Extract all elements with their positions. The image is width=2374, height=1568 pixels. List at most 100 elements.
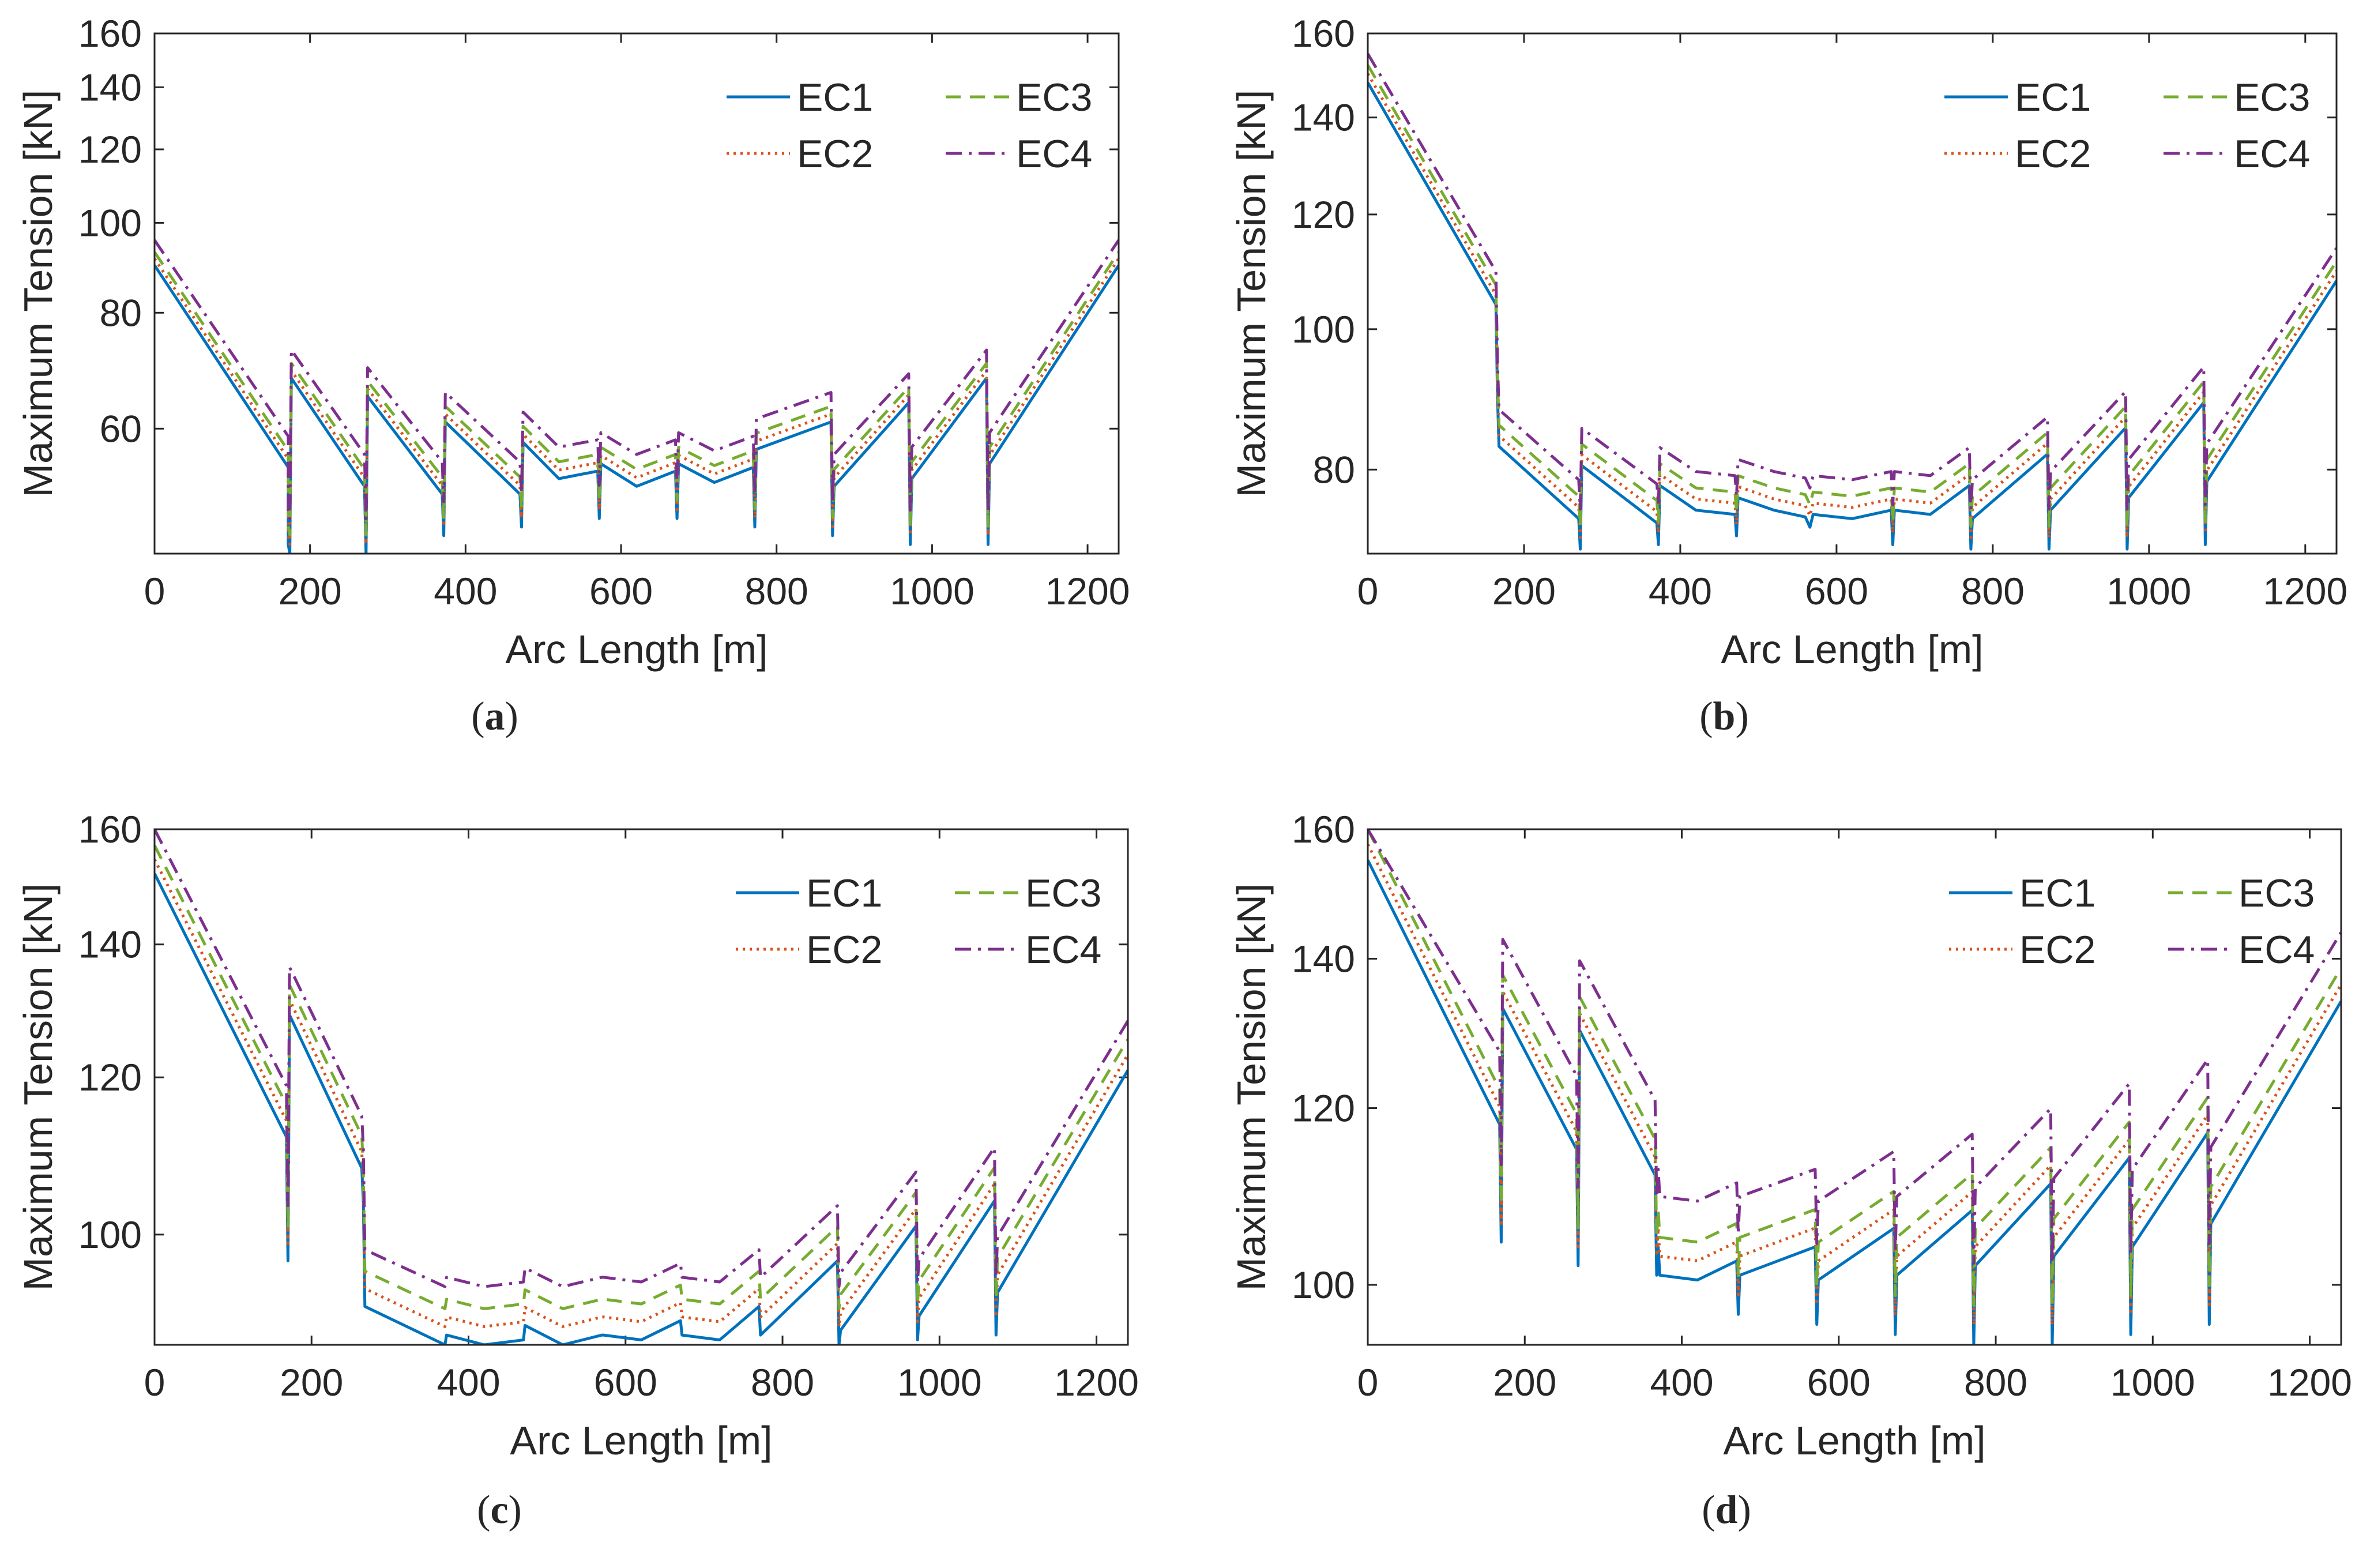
y-tick-label: 100: [78, 1213, 142, 1256]
legend-label-ec2: EC2: [797, 132, 873, 176]
caption-letter: a: [485, 694, 505, 739]
y-tick-label: 160: [1292, 12, 1355, 55]
x-tick-label: 600: [594, 1361, 657, 1404]
x-tick-label: 1000: [2106, 570, 2191, 612]
series-group: [1368, 829, 2341, 1345]
series-group: [155, 239, 1119, 554]
legend-label-ec2: EC2: [806, 928, 882, 972]
panel-caption: (b): [1699, 694, 1749, 739]
x-tick-label: 0: [1357, 570, 1379, 612]
x-tick-label: 1200: [2263, 570, 2347, 612]
legend-label-ec4: EC4: [1025, 928, 1101, 972]
x-tick-label: 800: [745, 570, 808, 612]
y-tick-label: 120: [78, 1056, 142, 1099]
y-tick-label: 120: [78, 128, 142, 171]
x-tick-label: 600: [589, 570, 653, 612]
series-line-ec3: [1368, 829, 2341, 1307]
x-tick-label: 600: [1805, 570, 1868, 612]
plot-area-frame-top: [1367, 32, 2338, 555]
y-tick-label: 160: [1292, 808, 1355, 851]
legend-label-ec1: EC1: [797, 76, 873, 119]
y-axis-label: Maximum Tension [kN]: [1229, 90, 1274, 498]
x-tick-label: 200: [1493, 1361, 1556, 1404]
y-tick-label: 80: [100, 291, 142, 334]
caption-open: (: [1702, 1488, 1715, 1532]
caption-open: (: [471, 694, 484, 739]
y-tick-label: 120: [1292, 1087, 1355, 1130]
y-tick-label: 140: [1292, 96, 1355, 139]
chart-panel-b: 0 200 400 600 800 1000 1200 80 100 120 140 160 Arc L…: [1229, 12, 2347, 739]
plot-area-frame-top: [1367, 828, 2342, 1346]
series-group: [1368, 52, 2337, 551]
panel-caption: (d): [1702, 1488, 1751, 1532]
x-tick-label: 400: [434, 570, 497, 612]
y-tick-label: 120: [1292, 193, 1355, 236]
y-tick-label: 160: [78, 12, 142, 55]
x-tick-label: 1200: [1054, 1361, 1139, 1404]
y-tick-label: 140: [78, 66, 142, 108]
y-tick-label: 80: [1313, 448, 1355, 491]
legend-label-ec3: EC3: [2238, 871, 2315, 915]
caption-close: ): [509, 1488, 522, 1532]
series-line-ec4: [155, 239, 1119, 521]
y-tick-label: 160: [78, 808, 142, 851]
series-line-ec4: [1368, 829, 2341, 1265]
legend-label-ec1: EC1: [2019, 871, 2095, 915]
x-axis-label: Arc Length [m]: [510, 1418, 772, 1463]
chart-panel-c: 0 200 400 600 800 1000 1200 100 120 140 160 Arc Len…: [16, 808, 1139, 1532]
legend-label-ec3: EC3: [1025, 871, 1101, 915]
x-axis-label: Arc Length [m]: [1723, 1418, 1985, 1463]
legend-label-ec1: EC1: [2015, 76, 2091, 119]
caption-letter: b: [1713, 694, 1736, 739]
x-tick-label: 0: [144, 570, 165, 612]
x-tick-label: 800: [1961, 570, 2025, 612]
x-tick-label: 1000: [890, 570, 975, 612]
legend-label-ec4: EC4: [2238, 928, 2315, 972]
x-tick-label: 400: [1650, 1361, 1713, 1404]
caption-close: ): [505, 694, 518, 739]
chart-panel-a: 0 200 400 600 800 1000 1200 60 80 100 120 140 160 Arc…: [16, 12, 1130, 739]
x-tick-label: 1000: [897, 1361, 982, 1404]
series-line-ec3: [155, 251, 1119, 537]
y-axis-label: Maximum Tension [kN]: [1229, 883, 1274, 1291]
x-tick-label: 0: [1357, 1361, 1379, 1404]
x-tick-label: 0: [144, 1361, 165, 1404]
plot-area-frame-top: [153, 828, 1129, 1346]
x-tick-label: 800: [751, 1361, 814, 1404]
x-tick-label: 600: [1807, 1361, 1871, 1404]
series-line-ec4: [155, 829, 1128, 1288]
x-tick-label: 400: [437, 1361, 500, 1404]
caption-close: ): [1735, 694, 1748, 739]
caption-open: (: [477, 1488, 490, 1532]
legend-label-ec2: EC2: [2015, 132, 2091, 176]
x-tick-label: 200: [1492, 570, 1556, 612]
chart-panel-d: 0 200 400 600 800 1000 1200 100 120 140 160 Arc Len…: [1229, 808, 2352, 1532]
y-axis-label: Maximum Tension [kN]: [16, 90, 61, 498]
y-tick-label: 100: [1292, 1264, 1355, 1306]
legend-label-ec4: EC4: [1016, 132, 1092, 176]
caption-letter: d: [1715, 1488, 1738, 1532]
x-tick-label: 800: [1964, 1361, 2027, 1404]
legend-label-ec3: EC3: [1016, 76, 1092, 119]
y-tick-label: 140: [1292, 937, 1355, 980]
y-axis-label: Maximum Tension [kN]: [16, 883, 61, 1291]
x-tick-label: 1200: [1045, 570, 1130, 612]
legend-label-ec1: EC1: [806, 871, 882, 915]
legend-label-ec4: EC4: [2234, 132, 2310, 176]
x-tick-label: 200: [280, 1361, 343, 1404]
y-tick-label: 60: [100, 407, 142, 450]
x-tick-label: 200: [279, 570, 342, 612]
series-line-ec3: [1368, 64, 2337, 528]
panel-caption: (c): [477, 1488, 522, 1532]
legend-label-ec2: EC2: [2019, 928, 2095, 972]
x-axis-label: Arc Length [m]: [1721, 627, 1983, 672]
x-axis-label: Arc Length [m]: [505, 627, 767, 672]
x-tick-label: 1200: [2267, 1361, 2352, 1404]
panel-caption: (a): [471, 694, 518, 739]
y-tick-label: 100: [1292, 308, 1355, 351]
plot-area-frame-top: [153, 32, 1120, 555]
caption-letter: c: [490, 1488, 508, 1532]
series-line-ec4: [1368, 52, 2337, 511]
